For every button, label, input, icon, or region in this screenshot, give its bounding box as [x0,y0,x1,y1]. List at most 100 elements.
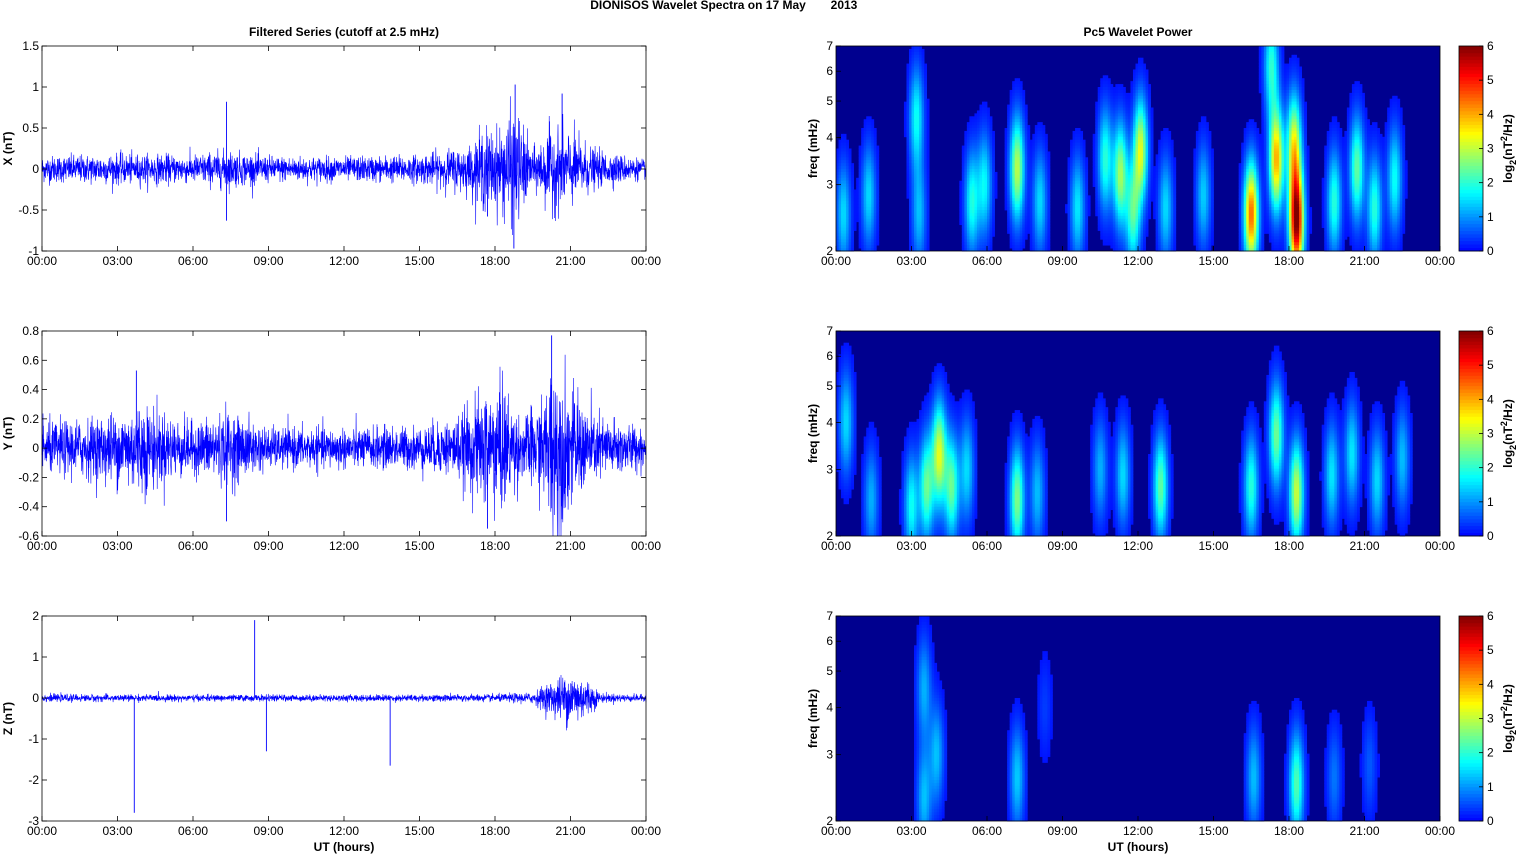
heatmap-cell [1276,160,1280,164]
heatmap-cell [1281,92,1285,97]
heatmap-cell [1029,157,1033,161]
heatmap-cell [1299,116,1302,120]
heatmap-cell [1112,139,1116,144]
heatmap-cell [1266,72,1270,76]
heatmap-cell [1143,151,1146,155]
heatmap-cell [1117,166,1121,170]
heatmap-cell [1356,95,1360,100]
heatmap-cell [1024,133,1028,138]
heatmap-cell [1110,136,1114,141]
heatmap-cell [1326,130,1330,135]
heatmap-cell [1122,95,1126,100]
heatmap-cell [926,113,930,117]
heatmap-cell [979,119,983,123]
heatmap-cell [1268,116,1272,120]
heatmap-cell [1334,154,1338,158]
heatmap-cell [1014,139,1018,144]
heatmap-cell [1165,186,1169,190]
heatmap-cell [1037,169,1041,173]
heatmap-cell [1004,133,1008,138]
heatmap-cell [838,177,842,182]
heatmap-cell [926,107,930,111]
heatmap-cell [1387,139,1391,144]
heatmap-cell [1334,119,1338,123]
heatmap-cell [1105,95,1109,100]
heatmap-cell [1271,163,1275,167]
heatmap-cell [989,177,993,182]
heatmap-cell [863,128,867,132]
heatmap-cell [1389,133,1393,138]
heatmap-cell [1022,89,1026,94]
heatmap-cell [1032,171,1036,176]
heatmap-cell [1143,136,1146,141]
heatmap-cell [908,154,912,158]
heatmap-cell [1027,139,1031,144]
heatmap-cell [1349,157,1353,161]
heatmap-cell [916,113,920,117]
heatmap-cell [1135,104,1139,108]
heatmap-cell [916,180,920,185]
heatmap-cell [1354,163,1358,167]
heatmap-cell [1140,142,1144,146]
heatmap-cell [1341,169,1345,173]
heatmap-cell [1105,122,1109,126]
heatmap-cell [1132,163,1136,167]
heatmap-cell [1377,163,1380,167]
heatmap-cell [841,183,844,187]
heatmap-cell [1404,171,1408,176]
heatmap-cell [919,130,922,135]
heatmap-cell [1022,110,1026,114]
heatmap-cell [1273,113,1277,117]
heatmap-cell [981,128,985,132]
heatmap-cell [1097,166,1101,170]
heatmap-cell [1205,145,1209,149]
heatmap-cell [1075,163,1078,167]
heatmap-cell [1346,116,1350,120]
heatmap-cell [1382,139,1386,144]
heatmap-cell [1377,133,1380,138]
heatmap-cell [903,133,907,138]
heatmap-cell [1243,133,1247,138]
heatmap-cell [1246,166,1250,170]
heatmap-cell [1130,81,1134,85]
heatmap-cell [1268,87,1272,91]
heatmap-cell [1334,145,1338,149]
heatmap-cell [1117,186,1121,190]
heatmap-cell [1115,104,1119,108]
heatmap-cell [1301,101,1305,105]
heatmap-cell [1032,157,1036,161]
heatmap-cell [1241,186,1245,190]
heatmap-cell [1273,125,1277,129]
heatmap-cell [981,139,985,144]
heatmap-cell [1170,160,1174,164]
heatmap-cell [1102,98,1106,103]
heatmap-cell [1135,75,1139,79]
heatmap-cell [1271,116,1275,120]
heatmap-cell [1120,154,1124,158]
heatmap-cell [1012,189,1016,193]
heatmap-cell [1138,60,1141,64]
heatmap-cell [1286,92,1290,97]
heatmap-cell [1329,160,1333,164]
heatmap-cell [1022,130,1026,135]
heatmap-cell [1102,92,1106,97]
heatmap-cell [1349,104,1353,108]
heatmap-cell [1138,160,1141,164]
heatmap-cell [1263,84,1267,88]
heatmap-cell [1155,177,1159,182]
heatmap-cell [851,171,855,176]
heatmap-cell [1301,163,1305,167]
heatmap-cell [1379,166,1383,170]
heatmap-cell [987,166,990,170]
heatmap-cell [1007,151,1011,155]
heatmap-cell [1369,186,1373,190]
heatmap-cell [1039,169,1043,173]
heatmap-cell [876,183,880,187]
heatmap-cell [1143,81,1146,85]
heatmap-cell [919,69,922,73]
heatmap-cell [1067,169,1071,173]
heatmap-cell [1075,171,1078,176]
heatmap-cell [1130,139,1134,144]
heatmap-cell [1354,157,1358,161]
heatmap-cell [1283,177,1287,182]
